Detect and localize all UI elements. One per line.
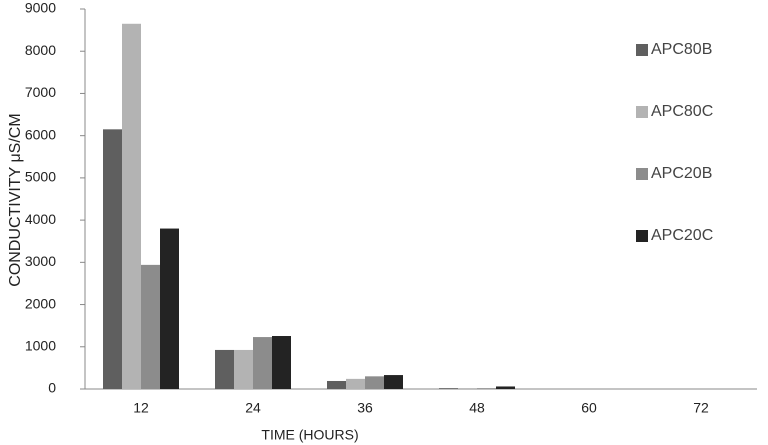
legend-label: APC20C: [651, 227, 713, 244]
bar: [384, 375, 403, 389]
legend-swatch: [636, 168, 648, 180]
y-tick-label: 1000: [25, 337, 56, 353]
bar: [103, 129, 122, 390]
legend-label: APC80C: [651, 103, 713, 120]
bar: [327, 380, 346, 389]
bar: [365, 376, 384, 389]
x-tick-label: 72: [693, 400, 709, 416]
x-axis-label: TIME (HOURS): [261, 427, 358, 443]
bar: [272, 336, 291, 389]
legend-label: APC20B: [651, 165, 712, 182]
y-tick-label: 0: [48, 380, 56, 396]
y-tick-label: 7000: [25, 84, 56, 100]
x-tick-label: 24: [245, 400, 261, 416]
x-tick-label: 60: [581, 400, 597, 416]
x-tick-label: 12: [133, 400, 149, 416]
y-tick-label: 8000: [25, 42, 56, 58]
y-tick-label: 9000: [25, 0, 56, 16]
bar: [346, 378, 365, 389]
bar: [215, 349, 234, 389]
bar: [160, 228, 179, 389]
bar: [253, 337, 272, 389]
y-tick-label: 6000: [25, 126, 56, 142]
x-tick-label: 36: [357, 400, 373, 416]
y-tick-label: 4000: [25, 211, 56, 227]
legend-swatch: [636, 44, 648, 56]
legend-label: APC80B: [651, 41, 712, 58]
bar: [141, 264, 160, 389]
x-tick-label: 48: [469, 400, 485, 416]
bar: [458, 388, 477, 389]
legend-swatch: [636, 230, 648, 242]
y-axis-label: CONDUCTIVITY μS/CM: [7, 113, 24, 286]
bar: [234, 349, 253, 389]
y-tick-label: 3000: [25, 253, 56, 269]
y-tick-label: 2000: [25, 295, 56, 311]
bar: [496, 386, 515, 389]
bar: [439, 388, 458, 389]
legend-swatch: [636, 106, 648, 118]
bar: [477, 388, 496, 389]
y-tick-label: 5000: [25, 169, 56, 185]
bar: [122, 23, 141, 390]
